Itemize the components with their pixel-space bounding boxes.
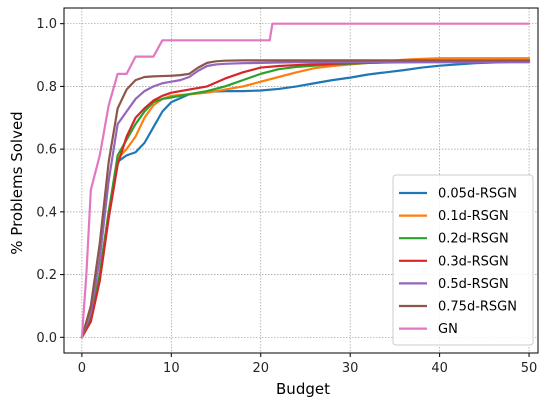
legend-label-0-3d-rsgn: 0.3d-RSGN xyxy=(438,254,509,269)
legend: 0.05d-RSGN 0.1d-RSGN 0.2d-RSGN 0.3d-RSGN 0.5… xyxy=(392,174,534,346)
series-line-0-1d-rsgn xyxy=(80,57,531,339)
y-tick-label: 0.0 xyxy=(36,331,57,346)
series-line-0-5d-rsgn xyxy=(80,61,531,339)
legend-label-0-05d-rsgn: 0.05d-RSGN xyxy=(438,187,517,202)
series-line-gn xyxy=(80,22,531,339)
legend-label-0-5d-rsgn: 0.5d-RSGN xyxy=(438,277,509,292)
x-axis-label: Budget xyxy=(276,380,330,398)
y-tick-label: 0.6 xyxy=(36,143,57,158)
series-line-0-05d-rsgn xyxy=(80,60,531,339)
x-tick-label: 50 xyxy=(521,361,538,376)
series-lines xyxy=(80,22,531,339)
x-tick-label: 10 xyxy=(163,361,180,376)
x-tick-label: 40 xyxy=(431,361,448,376)
y-tick-label: 1.0 xyxy=(36,17,57,32)
x-tick-label: 30 xyxy=(342,361,359,376)
y-axis-label: % Problems Solved xyxy=(8,111,26,254)
ticks: 0 10 20 30 40 50 0.0 0.2 0.4 0.6 0.8 1.0 xyxy=(36,17,537,376)
x-tick-label: 20 xyxy=(252,361,269,376)
legend-label-gn: GN xyxy=(438,322,458,337)
plot-frame xyxy=(63,7,539,354)
legend-box xyxy=(392,174,534,346)
y-tick-label: 0.8 xyxy=(36,80,57,95)
series-line-0-75d-rsgn xyxy=(80,59,531,339)
legend-label-0-2d-rsgn: 0.2d-RSGN xyxy=(438,232,509,247)
x-tick-label: 0 xyxy=(78,361,86,376)
legend-label-0-1d-rsgn: 0.1d-RSGN xyxy=(438,209,509,224)
legend-label-0-75d-rsgn: 0.75d-RSGN xyxy=(438,300,517,315)
y-tick-label: 0.2 xyxy=(36,268,57,283)
y-tick-label: 0.4 xyxy=(36,205,57,220)
